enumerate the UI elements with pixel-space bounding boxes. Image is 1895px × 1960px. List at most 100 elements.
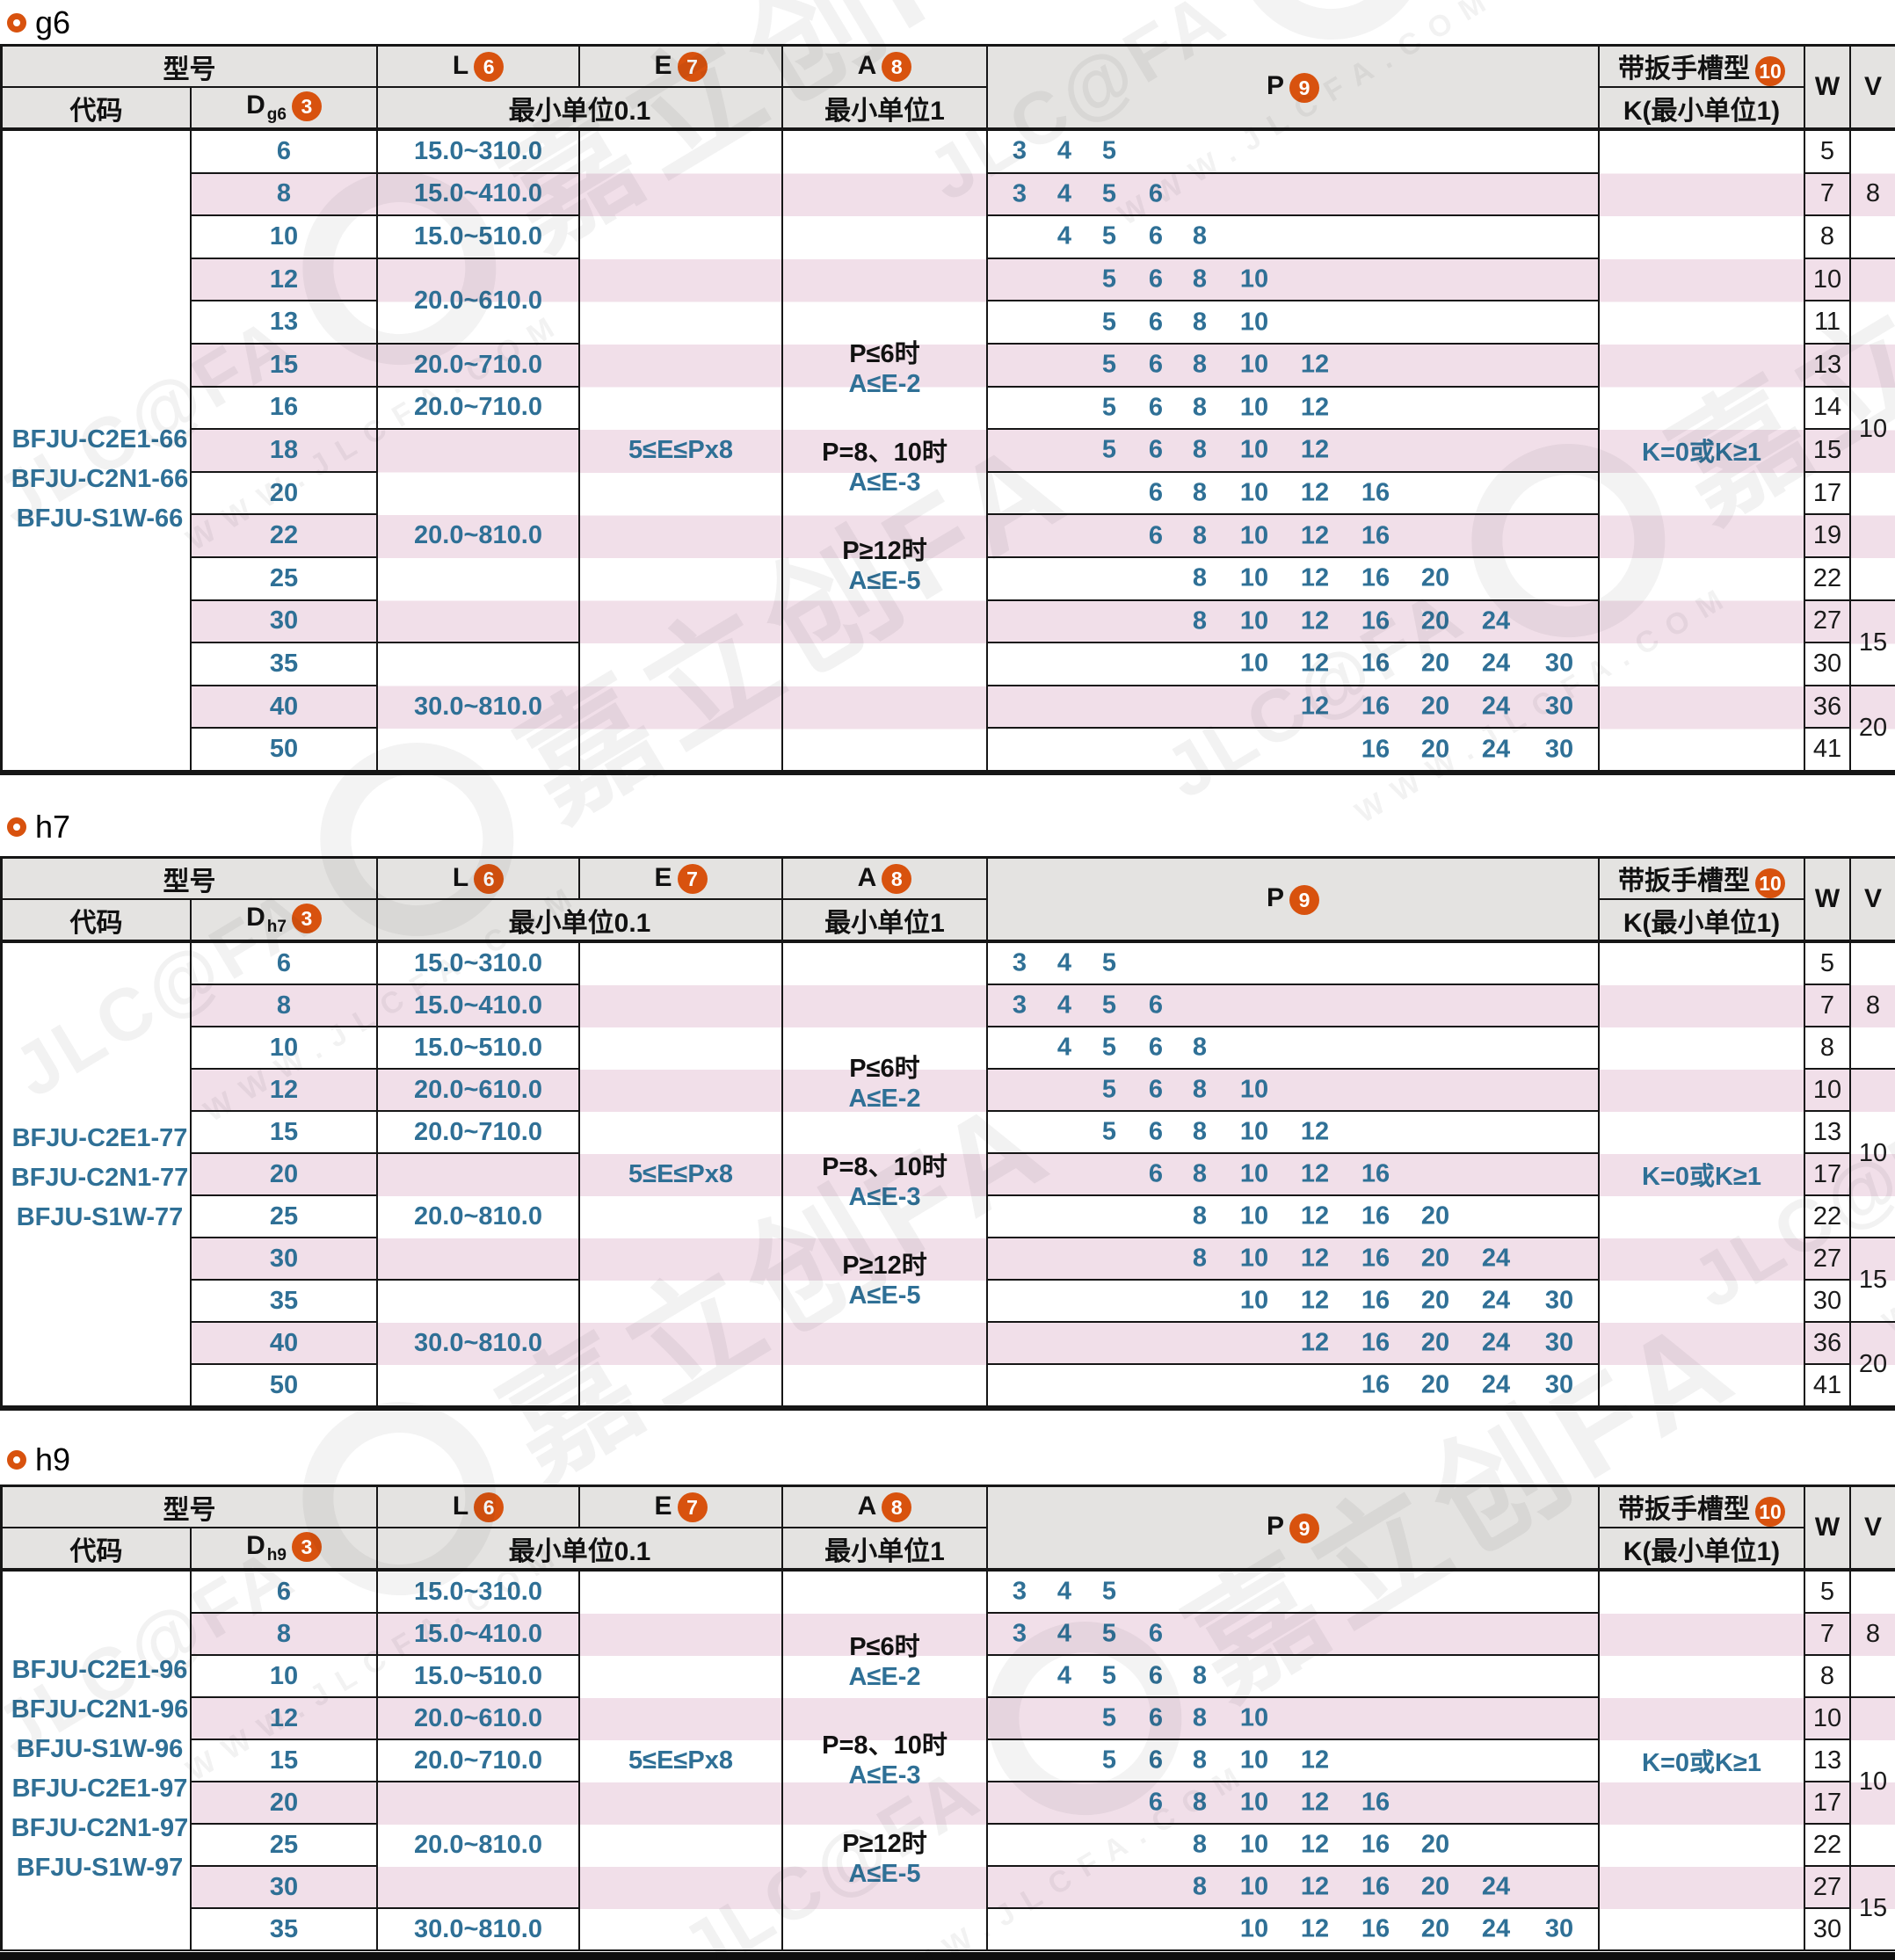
w-value-cell: 30: [1805, 1281, 1851, 1323]
p-values-cell: 5 6 8 10 12: [988, 1112, 1600, 1154]
p-value: 10: [1239, 478, 1269, 507]
a-constraint-block: P≤6时 A≤E-2: [783, 1054, 986, 1114]
p-value: 5: [1101, 948, 1117, 977]
l-range-cell: 20.0~610.0: [378, 1070, 580, 1112]
p-value: 10: [1239, 649, 1269, 678]
p-value: 8: [1192, 308, 1208, 337]
p-value: 5: [1101, 1703, 1117, 1732]
w-value-cell: 17: [1805, 472, 1851, 516]
circled-number-badge-icon: 10: [1755, 55, 1785, 86]
p-value: 16: [1361, 521, 1390, 550]
p-value: 6: [1148, 435, 1164, 464]
p-value: 10: [1239, 1201, 1269, 1230]
w-value-cell: 11: [1805, 301, 1851, 345]
p-values-cell: 8 10 12 16 20: [988, 557, 1600, 601]
p-value: 20: [1420, 735, 1450, 764]
code-lines: BFJU-C2E1-77 BFJU-C2N1-77 BFJU-S1W-77: [3, 1119, 190, 1238]
d-value-cell: 15: [192, 1112, 378, 1154]
p-value: 10: [1239, 1286, 1269, 1315]
a-constraint-cell: P≤6时 A≤E-2 P=8、10时 A≤E-3 P≥12时 A≤E-5: [783, 1572, 988, 1951]
p-value: 3: [1012, 136, 1027, 165]
d-label: D: [246, 903, 265, 932]
p-values-cell: 16 20 24 30: [988, 729, 1600, 772]
col-header-label: P: [1266, 1512, 1284, 1542]
p-value: 24: [1481, 1370, 1511, 1399]
w-value-cell: 7: [1805, 985, 1851, 1027]
p-value: 20: [1420, 1914, 1450, 1943]
d-value-cell: 40: [192, 1323, 378, 1365]
p-value: 12: [1300, 1830, 1330, 1859]
col-header-label: P: [1266, 883, 1284, 913]
a-rule: A≤E-3: [848, 1183, 921, 1211]
w-value-cell: 22: [1805, 1825, 1851, 1867]
model-code: BFJU-C2N1-97: [11, 1814, 189, 1842]
e-constraint-cell: 5≤E≤Px8: [580, 131, 783, 772]
p-value: 6: [1148, 1117, 1164, 1146]
circled-number-badge-icon: 3: [291, 904, 322, 934]
p-value: 12: [1300, 478, 1330, 507]
v-value-cell: 15: [1851, 1867, 1895, 1951]
circled-number-badge-icon: 7: [677, 1492, 708, 1523]
w-value-cell: 5: [1805, 943, 1851, 985]
p-value: 10: [1239, 393, 1269, 422]
l-range-cell: 15.0~310.0: [378, 943, 580, 985]
p-value: 20: [1420, 1328, 1450, 1357]
k-constraint-cell: K=0或K≥1: [1600, 1572, 1805, 1951]
w-value-cell: 17: [1805, 1782, 1851, 1825]
d-label: D: [246, 91, 265, 120]
col-header-label: E: [654, 862, 672, 892]
p-values-cell: 8 10 12 16 20: [988, 1196, 1600, 1238]
p-value: 12: [1300, 563, 1330, 592]
v-value-cell: 8: [1851, 131, 1895, 259]
d-value-cell: 10: [192, 216, 378, 259]
w-value-cell: 41: [1805, 729, 1851, 772]
p-value: 5: [1101, 1075, 1117, 1104]
p-value: 6: [1148, 1788, 1164, 1817]
w-value-cell: 30: [1805, 643, 1851, 686]
col-header-label: P: [1266, 71, 1284, 101]
w-value-cell: 7: [1805, 1614, 1851, 1656]
col-header-K: K(最小单位1): [1600, 900, 1805, 943]
a-rule: A≤E-3: [848, 468, 921, 497]
a-condition: P≤6时: [849, 1055, 920, 1083]
col-header-W: W: [1805, 859, 1851, 943]
l-range-cell: 15.0~410.0: [378, 985, 580, 1027]
col-header-min-unit-01: 最小单位0.1: [378, 1528, 783, 1572]
a-constraint-cell: P≤6时 A≤E-2 P=8、10时 A≤E-3 P≥12时 A≤E-5: [783, 131, 988, 772]
model-code: BFJU-C2N1-96: [11, 1695, 189, 1724]
p-value: 10: [1239, 1830, 1269, 1859]
w-value-cell: 13: [1805, 1112, 1851, 1154]
p-value: 20: [1420, 649, 1450, 678]
p-value: 30: [1544, 649, 1574, 678]
k-constraint-cell: K=0或K≥1: [1600, 131, 1805, 772]
v-value-cell: 15: [1851, 1238, 1895, 1323]
d-value-cell: 8: [192, 173, 378, 217]
p-value: 4: [1056, 179, 1072, 208]
p-value: 16: [1361, 478, 1390, 507]
p-value: 12: [1300, 606, 1330, 635]
w-value-cell: 27: [1805, 600, 1851, 644]
code-cell: BFJU-C2E1-66 BFJU-C2N1-66 BFJU-S1W-66: [3, 131, 192, 772]
w-value-cell: 22: [1805, 1196, 1851, 1238]
p-value: 6: [1148, 179, 1164, 208]
w-value-cell: 22: [1805, 557, 1851, 601]
a-constraint-block: P≤6时 A≤E-2: [783, 1632, 986, 1692]
col-header-model: 型号: [3, 47, 378, 88]
col-header-label: 带扳手槽型: [1618, 867, 1750, 897]
p-value: 20: [1420, 1370, 1450, 1399]
l-range-cell: 15.0~510.0: [378, 1027, 580, 1070]
p-value: 12: [1300, 521, 1330, 550]
p-value: 10: [1239, 435, 1269, 464]
l-range-cell: 15.0~410.0: [378, 1614, 580, 1656]
p-values-cell: 6 8 10 12 16: [988, 472, 1600, 516]
w-value-cell: 8: [1805, 216, 1851, 259]
d-value-cell: 18: [192, 430, 378, 473]
col-header-label: L: [452, 1491, 469, 1521]
section-bullet-icon: [7, 1450, 26, 1470]
p-value: 8: [1192, 563, 1208, 592]
p-value: 16: [1361, 606, 1390, 635]
p-value: 10: [1239, 1788, 1269, 1817]
